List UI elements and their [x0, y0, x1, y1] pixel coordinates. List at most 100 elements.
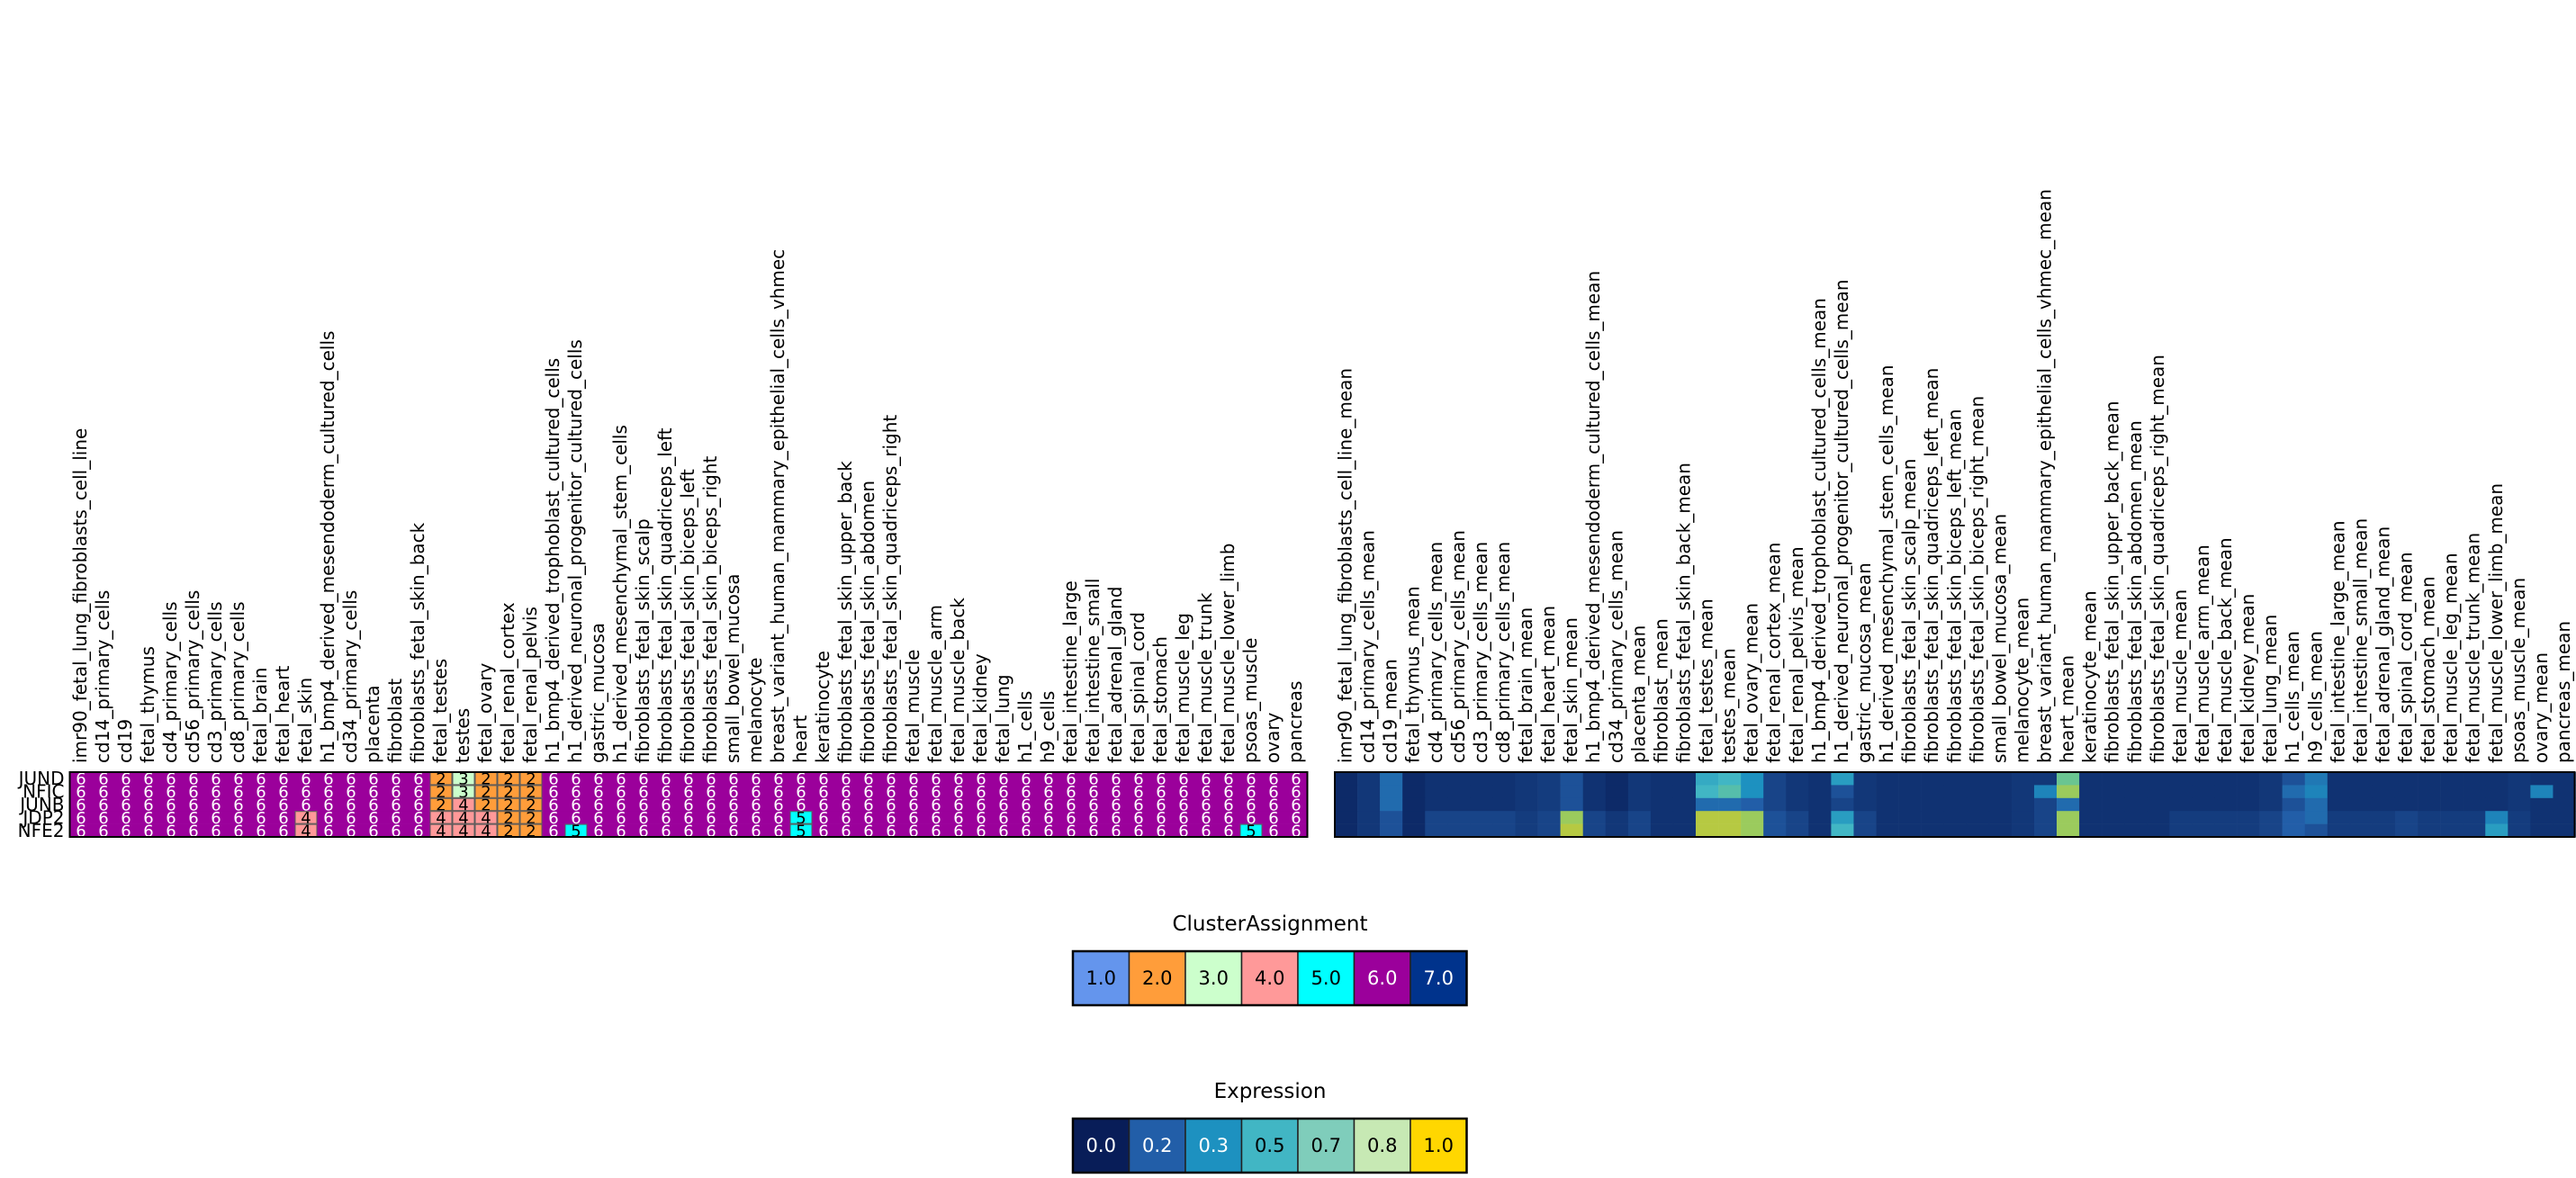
- cell-label: 5: [796, 809, 806, 828]
- heatmap-cell: [227, 823, 250, 838]
- heatmap-cell: [1786, 785, 1809, 799]
- column-label: fetal_muscle_leg: [1172, 613, 1193, 763]
- column-label: testes: [452, 708, 473, 763]
- cell-label: 6: [841, 796, 851, 815]
- heatmap-cell: [2418, 811, 2441, 824]
- heatmap-cell: [1037, 772, 1060, 786]
- heatmap-cell: [1988, 772, 2013, 786]
- heatmap-cell: [1335, 811, 1358, 824]
- cell-label: 6: [1021, 796, 1031, 815]
- cell-label: 6: [1088, 783, 1098, 802]
- cell-label: 6: [323, 783, 333, 802]
- cell-label: 4: [458, 796, 468, 815]
- heatmap-cell: [1059, 785, 1083, 799]
- heatmap-cell: [2530, 823, 2553, 838]
- heatmap-cell: [609, 811, 633, 824]
- heatmap-cell: [137, 785, 160, 799]
- cell-label: 6: [1178, 822, 1188, 841]
- heatmap-cell: [1149, 785, 1173, 799]
- cell-label: 6: [98, 770, 108, 789]
- heatmap-cell: [114, 823, 138, 838]
- cell-label: 4: [301, 822, 311, 841]
- heatmap-cell: [317, 772, 340, 786]
- heatmap-cell: [2057, 772, 2080, 786]
- cell-label: 6: [908, 809, 918, 828]
- legend-label: 0.8: [1367, 1135, 1397, 1156]
- column-label: gastric_mucosa: [587, 623, 608, 763]
- cell-label: 6: [1066, 822, 1076, 841]
- heatmap-cell: [2214, 785, 2238, 799]
- heatmap-cell: [654, 811, 678, 824]
- legend-swatch: [1410, 950, 1468, 1006]
- column-label: cd4_primary_cells: [159, 601, 181, 763]
- heatmap-cell: [249, 772, 273, 786]
- cell-label: 6: [818, 783, 828, 802]
- cell-label: 6: [1088, 822, 1098, 841]
- column-label: fetal_muscle_arm: [924, 605, 946, 763]
- cell-label: 6: [1133, 822, 1143, 841]
- cell-label: 4: [436, 822, 446, 841]
- heatmap-cell: [452, 785, 475, 799]
- cell-label: 6: [323, 770, 333, 789]
- heatmap-cell: [1082, 811, 1105, 824]
- heatmap-cell: [1537, 811, 1561, 824]
- heatmap-cell: [92, 823, 115, 838]
- heatmap-cell: [969, 785, 993, 799]
- cell-label: 6: [953, 796, 963, 815]
- cell-label: 6: [188, 809, 198, 828]
- column-label: fetal_renal_cortex: [497, 602, 518, 763]
- heatmap-cell: [1876, 797, 1899, 812]
- cell-outline: [519, 797, 543, 812]
- heatmap-cell: [2372, 797, 2396, 812]
- cell-outline: [519, 811, 543, 824]
- cell-label: 6: [413, 822, 423, 841]
- heatmap-cell: [1492, 785, 1516, 799]
- heatmap-cell: [1672, 797, 1697, 812]
- heatmap-cell: [879, 772, 903, 786]
- heatmap-cell: [2282, 785, 2306, 799]
- cell-outline: [497, 785, 520, 798]
- cell-label: 6: [121, 809, 131, 828]
- heatmap-cell: [744, 785, 768, 799]
- heatmap-cell: [857, 811, 880, 824]
- heatmap-cell: [1284, 772, 1308, 786]
- cell-label: 6: [1111, 809, 1121, 828]
- heatmap-cell: [789, 811, 813, 824]
- heatmap-cell: [272, 823, 295, 838]
- heatmap-cell: [587, 797, 610, 812]
- cell-label: 6: [953, 809, 963, 828]
- column-label: h1_cells: [1014, 691, 1036, 763]
- heatmap-cell: [204, 797, 228, 812]
- cell-label: 2: [503, 796, 513, 815]
- heatmap-cell: [609, 772, 633, 786]
- column-label: fetal_muscle_back: [947, 598, 968, 763]
- heatmap-cell: [2259, 785, 2283, 799]
- heatmap-cell: [2214, 811, 2238, 824]
- heatmap-cell: [1718, 811, 1742, 824]
- cell-label: 6: [346, 783, 356, 802]
- cell-label: 6: [661, 770, 671, 789]
- heatmap-cell: [1696, 797, 1719, 812]
- heatmap-cell: [2508, 785, 2531, 799]
- heatmap-cell: [1672, 823, 1697, 838]
- heatmap-cell: [1335, 772, 1358, 786]
- cell-label: 6: [1178, 783, 1188, 802]
- heatmap-cell: [2259, 772, 2283, 786]
- column-label: cd14_primary_cells_mean: [1357, 530, 1379, 763]
- heatmap-cell: [1831, 772, 1854, 786]
- heatmap-cell: [2057, 823, 2080, 838]
- heatmap-cell: [137, 823, 160, 838]
- heatmap-cell: [272, 772, 295, 786]
- heatmap-cell: [992, 785, 1015, 799]
- cell-label: 6: [1156, 809, 1166, 828]
- column-label: fetal_lung: [992, 674, 1013, 763]
- heatmap-cell: [294, 785, 318, 799]
- heatmap-cell: [1284, 785, 1308, 799]
- cell-label: 6: [278, 796, 288, 815]
- cell-label: 6: [863, 822, 873, 841]
- cell-label: 6: [233, 796, 243, 815]
- heatmap-cell: [609, 797, 633, 812]
- heatmap-cell: [857, 823, 880, 838]
- heatmap-cell: [2011, 797, 2035, 812]
- column-label: fibroblasts_fetal_skin_biceps_right: [699, 455, 721, 763]
